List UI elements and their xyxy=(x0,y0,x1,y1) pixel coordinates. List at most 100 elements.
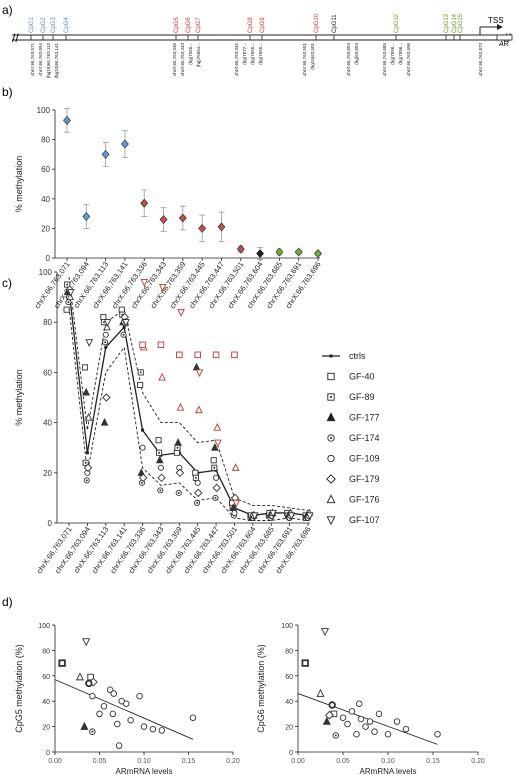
y-tick-label: 100 xyxy=(281,623,293,630)
marker-square-dot-center xyxy=(176,446,179,449)
marker-circle-bold xyxy=(328,701,336,709)
marker-triangle-filled xyxy=(326,412,336,422)
data-point-diamond xyxy=(217,222,226,232)
marker-circle xyxy=(89,692,96,700)
marker-diamond xyxy=(175,468,185,478)
marker-square-dot-center xyxy=(213,466,216,469)
cpg-position-label: chrX:66,763,696 xyxy=(406,43,411,77)
panel-label-a: a) xyxy=(2,3,13,17)
marker-triangle-down xyxy=(326,516,336,526)
legend-label: GF-89 xyxy=(349,392,375,402)
marker-square xyxy=(176,351,183,359)
marker-triangle xyxy=(84,412,93,421)
cpg-position-label: chrX:66,763,685 xyxy=(382,43,387,77)
marker-triangle xyxy=(75,672,84,681)
y-tick-label: 0 xyxy=(48,519,53,528)
marker-circle-dot-center xyxy=(330,437,332,439)
marker-square-bold xyxy=(301,659,309,667)
marker-triangle-down xyxy=(66,289,75,297)
marker-triangle-filled xyxy=(211,443,219,451)
data-point-diamond xyxy=(294,247,303,257)
data-point-diamond xyxy=(256,249,264,259)
marker-circle-dot-center xyxy=(85,479,88,482)
y-tick-label: 60 xyxy=(42,674,50,681)
cpg-position-label: chrX:66,763,501 xyxy=(302,43,307,77)
marker-circle xyxy=(114,720,121,728)
marker-square xyxy=(81,364,89,371)
marker-circle xyxy=(96,710,103,718)
cpg-site-label: CpG11 xyxy=(332,14,338,33)
cpg-position-label: chrX:66,763,873 xyxy=(478,43,483,77)
marker-circle-dot-center xyxy=(334,734,337,737)
marker-circle xyxy=(355,700,363,707)
y-tick-label: 40 xyxy=(42,699,50,706)
cpg-site-label: CpG14 xyxy=(452,13,458,33)
marker-square-dot-center xyxy=(194,476,197,479)
cpg-position-label: (hg)7877... xyxy=(242,43,247,65)
legend-label: ctrls xyxy=(349,351,366,361)
legend-label: GF-107 xyxy=(349,515,380,525)
x-tick-label: 0.15 xyxy=(426,758,440,765)
cpg-position-label: chrX:66,763,345 xyxy=(234,43,239,77)
marker-triangle xyxy=(195,405,203,414)
data-point-diamond xyxy=(159,215,168,224)
cpg-position-label: chrX:66,763,343 xyxy=(180,43,185,77)
marker-square-dot-center xyxy=(158,451,161,454)
tss-arrowhead xyxy=(497,24,503,30)
y-axis-title: CpG6 methylation (%) xyxy=(256,644,266,733)
y-tick-label: 80 xyxy=(41,136,50,145)
marker-triangle-filled xyxy=(100,417,109,426)
marker-triangle-down xyxy=(177,309,185,317)
marker-triangle-down xyxy=(140,278,149,287)
x-tick-label: 0.10 xyxy=(137,758,151,765)
marker-circle xyxy=(194,479,201,486)
marker-circle xyxy=(100,703,108,710)
y-axis-title: CpG5 methylation (%) xyxy=(14,644,24,733)
marker-triangle xyxy=(213,423,222,431)
panel-label-c: c) xyxy=(2,276,12,290)
marker-triangle-down xyxy=(250,512,259,521)
marker-circle-dot-center xyxy=(177,491,180,494)
marker-circle xyxy=(158,727,166,734)
legend-label: GF-176 xyxy=(349,495,380,505)
marker-circle xyxy=(348,708,356,715)
marker-square xyxy=(155,437,162,444)
marker-circle xyxy=(339,714,347,721)
cpg-position-label: chrX:66,763,071 xyxy=(30,43,35,77)
cpg-position-label: (hg19)66,763,141 xyxy=(54,43,59,79)
marker-triangle-filled xyxy=(155,455,164,464)
cpg-site-label: CpG15 xyxy=(458,13,464,33)
marker-triangle-down xyxy=(269,509,277,518)
data-point-diamond xyxy=(63,115,71,125)
cpg-position-label: (hg)7555... xyxy=(188,43,193,65)
ar-exon-box xyxy=(496,34,513,41)
y-tick-label: 40 xyxy=(41,195,50,204)
marker-triangle xyxy=(231,463,240,471)
legend-label: GF-174 xyxy=(349,433,380,443)
cpg-site-label: CpG8 xyxy=(248,17,254,33)
x-tick-label: 0.10 xyxy=(381,758,395,765)
x-tick-label: 0.20 xyxy=(471,758,485,765)
cpg-position-label: (hg19)66,763,113 xyxy=(46,43,51,79)
axis-break-left: // xyxy=(12,31,19,45)
marker-circle xyxy=(327,454,335,463)
marker-circle xyxy=(110,690,117,697)
marker-square xyxy=(118,306,125,313)
marker-triangle xyxy=(326,494,336,504)
marker-square-dot-center xyxy=(139,371,142,374)
marker-triangle xyxy=(158,372,166,381)
marker-square-dot-center xyxy=(330,396,332,398)
marker-triangle-down xyxy=(320,628,330,637)
marker-circle-dot-center xyxy=(196,501,199,504)
cpg-site-label: CpG5 xyxy=(174,17,180,33)
cpg-site-label: CpG7 xyxy=(196,17,202,33)
marker-square-bold xyxy=(58,659,66,667)
cpg-position-label: chrX:66,763,604 xyxy=(346,43,351,77)
regression-line xyxy=(54,679,194,740)
marker-diamond xyxy=(138,473,148,483)
marker-circle xyxy=(362,723,369,730)
data-point-diamond xyxy=(236,244,245,254)
marker-square xyxy=(173,449,180,456)
